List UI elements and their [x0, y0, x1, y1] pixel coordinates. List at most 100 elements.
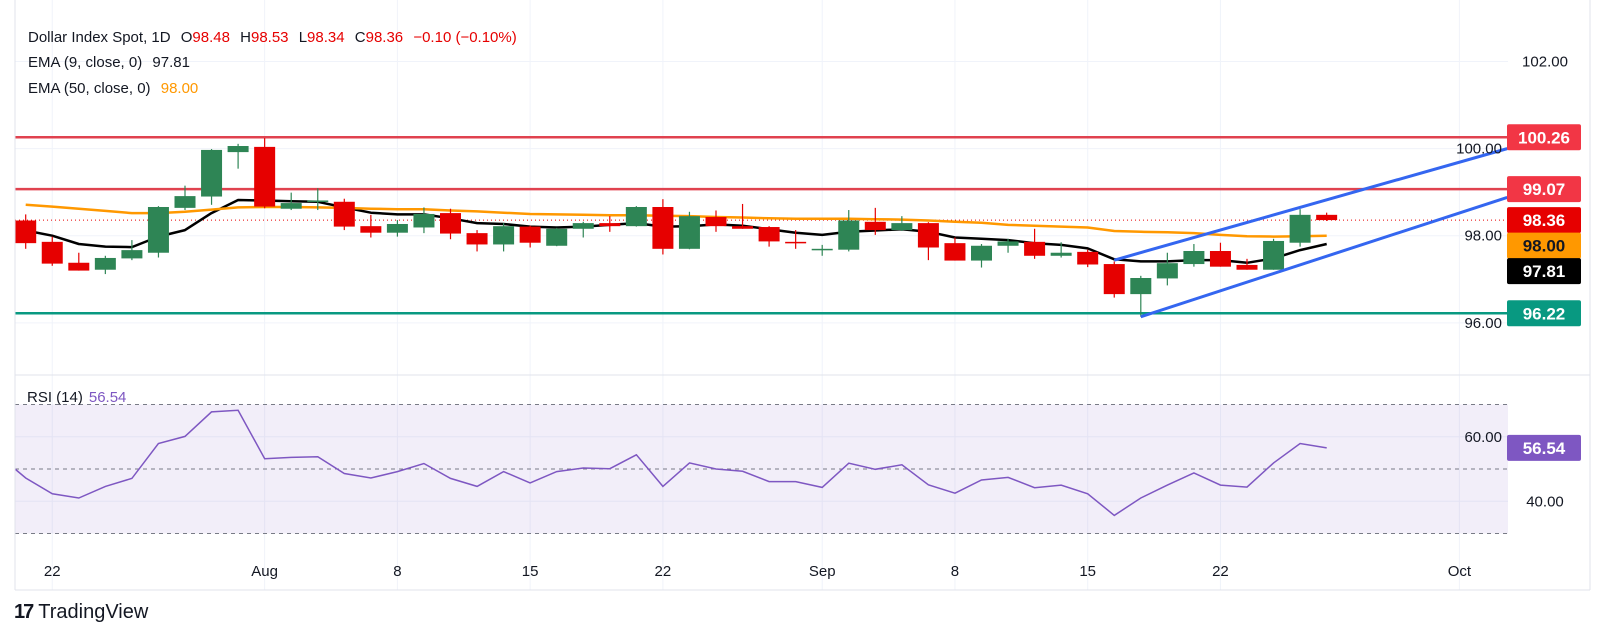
- candle-body: [546, 228, 568, 246]
- candle-body: [307, 200, 329, 202]
- candle-body: [1316, 214, 1338, 221]
- candle: [307, 188, 329, 211]
- candle-body: [1050, 252, 1072, 256]
- trend-channel[interactable]: [1113, 147, 1508, 319]
- chart-frame: [14, 0, 1591, 591]
- candle-body: [174, 196, 196, 208]
- time-axis-label: 22: [1212, 563, 1229, 580]
- price-axis-label: 102.00: [1522, 54, 1568, 71]
- candle-body: [147, 206, 169, 253]
- resistance-price-tag-bg: [1507, 124, 1581, 151]
- candle: [227, 143, 249, 169]
- low-value: 98.34: [307, 29, 345, 46]
- ema9-value: 97.81: [152, 54, 190, 71]
- candle-body: [519, 226, 541, 243]
- ema9-price-tag: 97.81: [1523, 262, 1566, 281]
- tradingview-logo[interactable]: 17 TradingView: [14, 601, 148, 624]
- price-axis-label: 100.00: [1456, 141, 1502, 158]
- candle-body: [625, 206, 647, 227]
- candle: [997, 238, 1019, 253]
- candle-body: [971, 245, 992, 261]
- candle: [68, 252, 90, 271]
- ema9-label: EMA (9, close, 0): [28, 54, 143, 71]
- open-value: 98.48: [192, 29, 230, 46]
- candle-body: [121, 250, 143, 259]
- resistance-price-tag: 99.07: [1523, 180, 1566, 199]
- ema9-price-tag-bg: [1507, 258, 1581, 285]
- candle-body: [1077, 251, 1099, 265]
- time-axis[interactable]: 22 Aug 8 15 22 Sep 8 15 22 Oct: [44, 563, 1472, 580]
- time-axis-label: 22: [44, 563, 61, 580]
- candle-body: [94, 257, 116, 270]
- candle: [838, 210, 860, 252]
- time-axis-label: 15: [522, 563, 539, 580]
- channel-upper-line[interactable]: [1113, 147, 1508, 262]
- ema50-legend[interactable]: EMA (50, close, 0) 98.00: [28, 80, 204, 98]
- candle: [546, 227, 568, 247]
- candle: [360, 214, 382, 238]
- candle-body: [811, 248, 833, 251]
- candle-body: [572, 223, 594, 229]
- candle: [1024, 228, 1046, 259]
- time-axis-label: 8: [393, 563, 401, 580]
- candle: [386, 220, 408, 237]
- rsi-value-tag: 56.54: [1523, 439, 1566, 458]
- horizontal-levels: [15, 136, 1508, 315]
- candle: [1050, 242, 1072, 258]
- candle-body: [1183, 250, 1205, 265]
- close-value: 98.36: [365, 29, 404, 46]
- low-label: L: [298, 29, 308, 46]
- tradingview-logo-icon: 17: [14, 601, 34, 623]
- price-axis[interactable]: 102.00 100.00 98.00 96.00 60.00 40.00: [1456, 54, 1568, 511]
- time-axis-label: Aug: [251, 563, 278, 580]
- candle-body: [68, 262, 90, 271]
- rsi-line: [14, 409, 1327, 517]
- candle-body: [652, 206, 674, 249]
- candle: [254, 138, 276, 209]
- ema9-legend[interactable]: EMA (9, close, 0) 97.81: [28, 54, 196, 72]
- channel-lower-line[interactable]: [1140, 195, 1508, 319]
- candle-body: [785, 241, 807, 244]
- high-value: 98.53: [250, 29, 289, 46]
- candle: [1156, 252, 1178, 286]
- candle-body: [891, 223, 913, 231]
- candles: [15, 138, 1338, 317]
- rsi-legend[interactable]: RSI (14) 56.54: [27, 389, 126, 406]
- ema50-label: EMA (50, close, 0): [28, 80, 151, 97]
- candle-body: [1024, 241, 1046, 256]
- candle-body: [997, 241, 1019, 246]
- candle-body: [440, 213, 461, 234]
- candle-body: [413, 213, 435, 228]
- rsi-line-path: [14, 409, 1327, 517]
- candle: [1263, 238, 1285, 270]
- candle-body: [1289, 214, 1311, 243]
- rsi-axis-label: 40.00: [1526, 493, 1564, 510]
- price-axis-label: 98.00: [1464, 228, 1502, 245]
- candle-body: [333, 201, 355, 227]
- candle-body: [41, 241, 63, 264]
- resistance-price-tag-bg: [1507, 176, 1581, 203]
- candle-body: [864, 221, 886, 231]
- candle: [519, 225, 541, 248]
- candle: [1209, 242, 1231, 267]
- candle-body: [493, 226, 515, 245]
- candle: [333, 198, 355, 231]
- time-axis-label: Sep: [809, 563, 836, 580]
- candle-body: [599, 223, 621, 227]
- candle: [625, 206, 647, 227]
- candle: [891, 216, 913, 231]
- rsi-value-tag-bg: [1507, 434, 1581, 461]
- candle: [864, 207, 886, 235]
- candle-body: [1209, 250, 1231, 267]
- candle: [572, 221, 594, 238]
- candle: [280, 192, 302, 211]
- rsi-label: RSI (14): [27, 389, 83, 406]
- high-label: H: [240, 29, 251, 46]
- candle-body: [1156, 263, 1178, 279]
- symbol-title[interactable]: Dollar Index Spot, 1D: [28, 29, 171, 46]
- candle-body: [1130, 277, 1152, 295]
- candle-body: [678, 216, 700, 249]
- last_price-price-tag-bg: [1507, 207, 1581, 234]
- candle-body: [758, 227, 780, 242]
